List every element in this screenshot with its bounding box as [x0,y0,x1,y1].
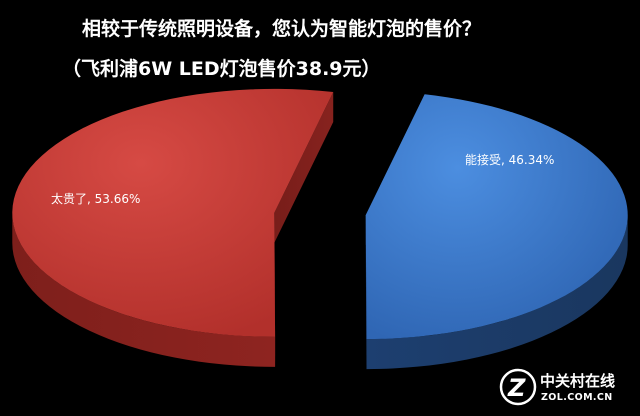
pie-group: 能接受, 46.34% 太贵了, 53.66% [12,88,628,370]
watermark: Z 中关村在线 ZOL.COM.CN [499,368,615,406]
pie-slice-side-0 [366,215,628,370]
pie-slice-1 [12,88,334,337]
chart-subtitle: （飞利浦6W LED灯泡售价38.9元） [62,57,381,80]
watermark-brand-en: ZOL.COM.CN [541,392,613,403]
watermark-brand-cn: 中关村在线 [540,372,615,390]
pie-slice-label-0: 能接受, 46.34% [465,152,554,167]
chart-title: 相较于传统照明设备，您认为智能灯泡的售价？ [82,17,481,40]
pie-slice-label-1: 太贵了, 53.66% [51,191,140,206]
pie-slice-0 [365,94,628,340]
pie-slice-side-1 [12,212,276,367]
pie-slice-wall-0-1 [365,215,367,370]
pie-slice-wall-1-1 [274,92,334,243]
svg-text:Z: Z [507,374,526,402]
zol-logo-icon: Z [499,368,537,406]
